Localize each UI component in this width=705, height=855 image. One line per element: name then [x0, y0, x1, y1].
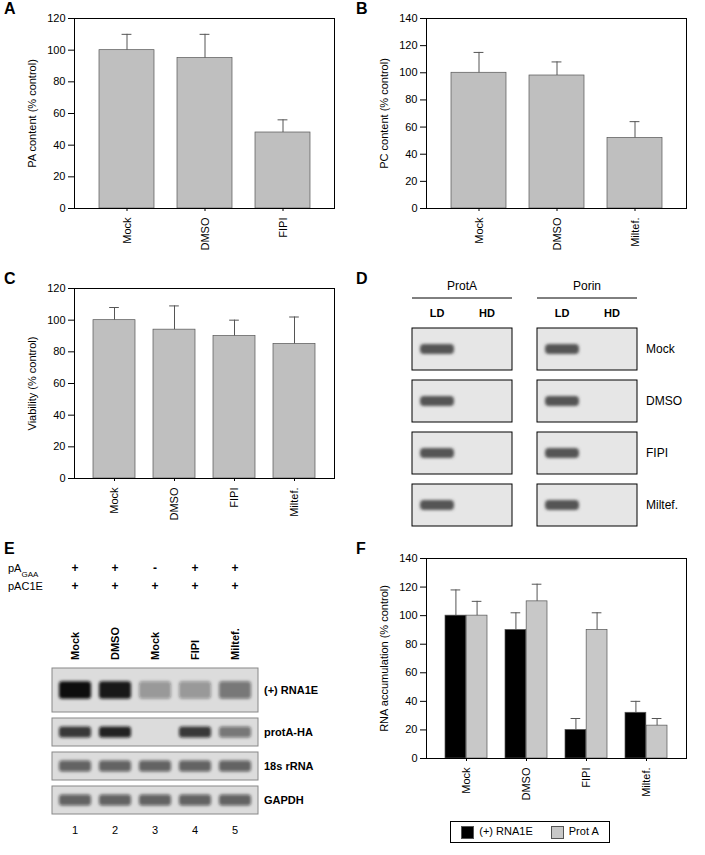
svg-text:DMSO: DMSO: [520, 767, 532, 800]
svg-text:pAC1E: pAC1E: [8, 580, 43, 592]
svg-text:120: 120: [399, 581, 417, 593]
svg-text:DMSO: DMSO: [109, 627, 121, 660]
svg-text:HD: HD: [479, 307, 495, 319]
svg-text:3: 3: [152, 824, 158, 836]
svg-text:0: 0: [411, 752, 417, 764]
svg-text:DMSO: DMSO: [199, 217, 211, 250]
svg-text:+: +: [111, 561, 118, 575]
svg-text:LD: LD: [555, 307, 570, 319]
svg-text:60: 60: [405, 666, 417, 678]
svg-text:+: +: [231, 561, 238, 575]
svg-text:1: 1: [72, 824, 78, 836]
svg-text:20: 20: [53, 440, 65, 452]
html-text:C: C: [4, 270, 16, 287]
svg-text:protA-HA: protA-HA: [264, 726, 313, 738]
svg-text:DMSO: DMSO: [646, 394, 682, 408]
svg-text:Mock: Mock: [473, 217, 485, 244]
svg-text:100: 100: [399, 609, 417, 621]
svg-text:120: 120: [47, 282, 65, 294]
html-text:A: A: [4, 0, 16, 17]
svg-text:Miltef.: Miltef.: [629, 218, 641, 247]
svg-text:Miltef.: Miltef.: [229, 628, 241, 660]
svg-text:+: +: [191, 579, 198, 593]
svg-text:18s rRNA: 18s rRNA: [264, 760, 314, 772]
svg-text:-: -: [153, 561, 157, 575]
svg-text:Miltef.: Miltef.: [640, 768, 652, 797]
svg-text:80: 80: [53, 345, 65, 357]
svg-text:4: 4: [192, 824, 198, 836]
html-text:B: B: [356, 0, 368, 17]
svg-text:140: 140: [399, 552, 417, 564]
svg-text:Miltef.: Miltef.: [288, 488, 300, 517]
svg-text:FIPI: FIPI: [228, 488, 240, 508]
svg-text:FIPI: FIPI: [580, 768, 592, 788]
svg-text:Viability (% control): Viability (% control): [26, 337, 38, 431]
svg-text:60: 60: [53, 107, 65, 119]
svg-text:5: 5: [232, 824, 238, 836]
svg-text:80: 80: [53, 75, 65, 87]
svg-text:Porin: Porin: [573, 279, 601, 293]
svg-text:+: +: [111, 579, 118, 593]
svg-text:140: 140: [399, 12, 417, 24]
svg-text:40: 40: [53, 409, 65, 421]
svg-text:LD: LD: [430, 307, 445, 319]
html-text:(+) RNA1E: (+) RNA1E: [479, 825, 533, 838]
svg-text:Mock: Mock: [69, 631, 81, 660]
svg-text:FIPI: FIPI: [646, 446, 668, 460]
svg-text:+: +: [71, 579, 78, 593]
html-text:F: F: [356, 540, 366, 557]
svg-text:60: 60: [53, 377, 65, 389]
svg-text:HD: HD: [604, 307, 620, 319]
svg-text:PC content (% control): PC content (% control): [378, 58, 390, 169]
html-text:E: E: [4, 540, 15, 557]
svg-text:DMSO: DMSO: [551, 217, 563, 250]
svg-text:40: 40: [405, 695, 417, 707]
svg-text:Mock: Mock: [646, 342, 676, 356]
svg-text:100: 100: [47, 44, 65, 56]
svg-text:20: 20: [53, 170, 65, 182]
svg-text:+: +: [151, 579, 158, 593]
svg-text:60: 60: [405, 121, 417, 133]
svg-text:pAGAA: pAGAA: [8, 562, 39, 579]
svg-text:100: 100: [399, 66, 417, 78]
svg-text:0: 0: [59, 472, 65, 484]
svg-text:(+) RNA1E: (+) RNA1E: [264, 684, 318, 696]
svg-text:RNA accumulation (% control): RNA accumulation (% control): [378, 585, 390, 732]
svg-text:100: 100: [47, 314, 65, 326]
svg-text:40: 40: [405, 148, 417, 160]
svg-text:80: 80: [405, 93, 417, 105]
svg-text:0: 0: [59, 202, 65, 214]
svg-text:Mock: Mock: [149, 631, 161, 660]
svg-text:20: 20: [405, 723, 417, 735]
svg-text:0: 0: [411, 202, 417, 214]
svg-text:Mock: Mock: [460, 767, 472, 794]
svg-text:+: +: [71, 561, 78, 575]
svg-text:2: 2: [112, 824, 118, 836]
svg-text:ProtA: ProtA: [447, 279, 477, 293]
svg-text:Mock: Mock: [108, 487, 120, 514]
svg-text:120: 120: [47, 12, 65, 24]
svg-text:40: 40: [53, 139, 65, 151]
svg-text:PA content (% control): PA content (% control): [26, 59, 38, 168]
svg-text:+: +: [191, 561, 198, 575]
svg-text:80: 80: [405, 638, 417, 650]
svg-text:FIPI: FIPI: [189, 640, 201, 660]
svg-text:FIPI: FIPI: [277, 218, 289, 238]
svg-text:120: 120: [399, 39, 417, 51]
svg-text:Mock: Mock: [121, 217, 133, 244]
html-text:D: D: [356, 270, 368, 287]
svg-text:+: +: [231, 579, 238, 593]
svg-text:Miltef.: Miltef.: [646, 498, 678, 512]
svg-text:GAPDH: GAPDH: [264, 794, 304, 806]
svg-text:20: 20: [405, 175, 417, 187]
html-text:Prot A: Prot A: [568, 825, 599, 838]
svg-text:DMSO: DMSO: [168, 487, 180, 520]
